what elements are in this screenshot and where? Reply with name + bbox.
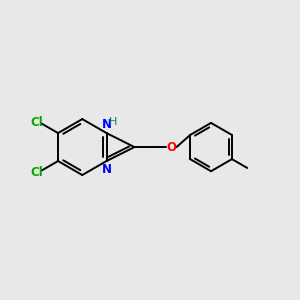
Text: Cl: Cl bbox=[31, 166, 44, 178]
Text: N: N bbox=[102, 163, 112, 176]
Text: H: H bbox=[109, 117, 117, 127]
Text: O: O bbox=[166, 141, 176, 154]
Text: N: N bbox=[102, 118, 112, 131]
Text: Cl: Cl bbox=[31, 116, 44, 128]
